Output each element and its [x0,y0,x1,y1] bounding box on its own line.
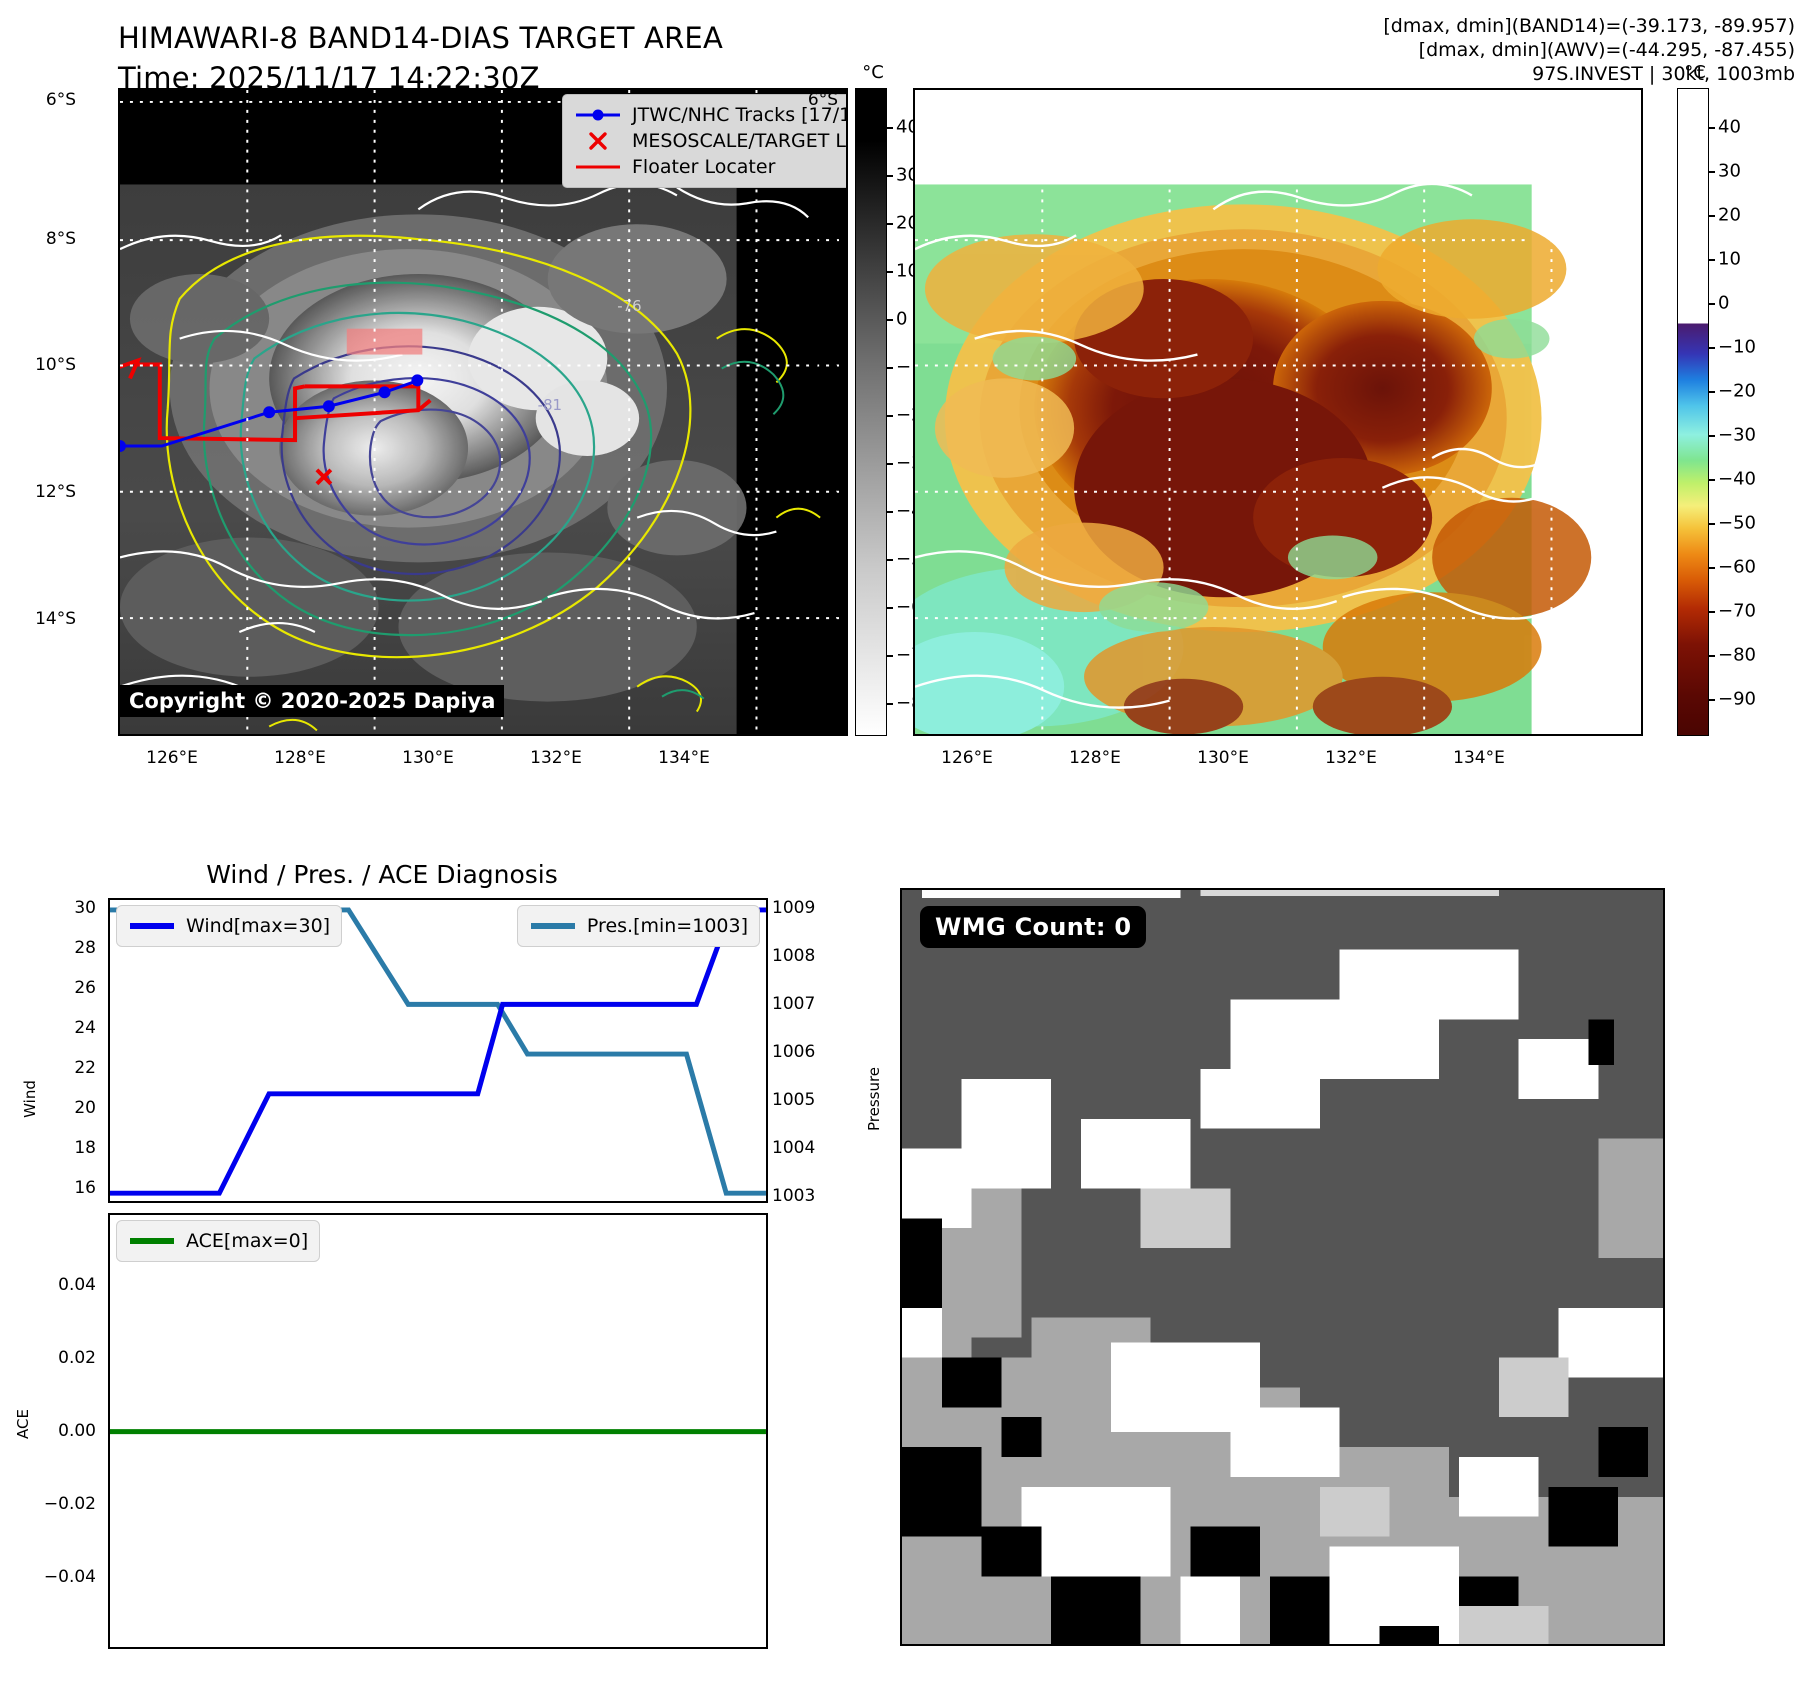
left-colorbar [855,88,887,736]
right-colorbar [1677,88,1709,736]
contour-label-81: -81 [538,396,562,414]
pressure-line-icon [529,915,577,937]
lat-tick-label: 10°S [797,355,838,375]
lat-tick-label: 6°S [807,90,838,110]
lat-tick-label: 8°S [807,229,838,249]
lon-tick-label: 130°E [1197,748,1249,768]
legend-label: MESOSCALE/TARGET Location [632,130,846,152]
contour-label-76: -76 [617,297,641,315]
left-satellite-image[interactable]: -76 -81 [118,88,848,736]
wind-pressure-chart[interactable]: Wind[max=30] Pres.[min=1003] [108,898,768,1203]
ace-chart[interactable]: ACE[max=0] [108,1213,768,1649]
pressure-legend: Pres.[min=1003] [516,905,760,947]
ace-legend: ACE[max=0] [116,1220,321,1262]
legend-item-pressure: Pres.[min=1003] [529,913,748,939]
band14-ir-imagery: -76 -81 [120,90,846,734]
map-legend: JTWC/NHC Tracks [17/1200Z] MESOSCALE/TAR… [562,94,848,188]
wmg-image[interactable]: WMG Count: 0 [900,888,1665,1646]
lat-tick-label: 14°S [35,609,76,629]
target-area-box [346,328,423,355]
meta-band14-range: [dmax, dmin](BAND14)=(-39.173, -89.957) [1383,15,1795,37]
legend-item-floater: Floater Locater [574,154,846,180]
diagnosis-panel: Wind / Pres. / ACE Diagnosis Wind Pressu… [0,860,900,1690]
lon-tick-label: 134°E [658,748,710,768]
lon-tick-label: 134°E [1453,748,1505,768]
wmg-cluster-map [902,890,1663,1644]
pressure-axis-label: Pressure [865,1066,884,1132]
track-line-marker-icon [574,104,622,126]
lon-tick-label: 132°E [530,748,582,768]
ace-series [110,1429,766,1435]
legend-item-wind: Wind[max=30] [128,913,330,939]
diagnosis-title: Wind / Pres. / ACE Diagnosis [206,860,558,889]
pressure-line [110,907,766,1196]
awv-enhanced-imagery [915,90,1641,734]
wind-legend: Wind[max=30] [116,905,343,947]
x-marker-icon [574,130,622,152]
legend-label: JTWC/NHC Tracks [17/1200Z] [632,104,848,126]
lon-tick-label: 126°E [146,748,198,768]
wind-line [110,907,766,1196]
lon-tick-label: 130°E [402,748,454,768]
metadata-block: [dmax, dmin](BAND14)=(-39.173, -89.957) … [1383,14,1795,86]
legend-item-ace: ACE[max=0] [128,1228,308,1254]
legend-item-tracks: JTWC/NHC Tracks [17/1200Z] [574,102,848,128]
lon-tick-label: 128°E [1069,748,1121,768]
meta-storm-id: 97S.INVEST | 30kt, 1003mb [1532,63,1795,85]
wind-line-icon [128,915,176,937]
ace-line-icon [128,1230,176,1252]
left-map-panel: 6°S 8°S 10°S 12°S 14°S 126°E 128°E 130°E… [0,0,934,880]
page-title: HIMAWARI-8 BAND14-DIAS TARGET AREA Time:… [118,18,918,98]
lat-tick-label: 12°S [35,482,76,502]
legend-item-mesoscale: MESOSCALE/TARGET Location [574,128,846,154]
lat-tick-label: 8°S [45,229,76,249]
lon-tick-label: 126°E [941,748,993,768]
right-map-panel: 6°S 8°S 10°S 12°S 14°S 126°E 128°E 130°E… [797,62,1756,768]
lon-tick-label: 128°E [274,748,326,768]
ace-axis-label: ACE [13,1409,32,1439]
title-main: HIMAWARI-8 BAND14-DIAS TARGET AREA [118,21,723,55]
wind-axis-label: Wind [20,1080,39,1118]
lon-tick-label: 132°E [1325,748,1377,768]
legend-label: ACE[max=0] [186,1230,309,1252]
left-colorbar-unit: °C [862,62,884,83]
floater-line-icon [574,156,622,178]
legend-label: Floater Locater [632,156,776,178]
right-satellite-image[interactable] [913,88,1643,736]
right-colorbar-unit: °C [1684,62,1706,83]
legend-label: Pres.[min=1003] [586,915,748,937]
lat-tick-label: 12°S [797,482,838,502]
lat-tick-label: 10°S [35,355,76,375]
legend-label: Wind[max=30] [186,915,331,937]
wmg-count-badge: WMG Count: 0 [920,906,1147,948]
wmg-panel: WMG Count: 0 [900,860,1813,1690]
meta-awv-range: [dmax, dmin](AWV)=(-44.295, -87.455) [1418,39,1795,61]
lat-tick-label: 6°S [45,90,76,110]
lat-tick-label: 14°S [797,609,838,629]
copyright-notice: Copyright © 2020-2025 Dapiya [120,685,505,717]
